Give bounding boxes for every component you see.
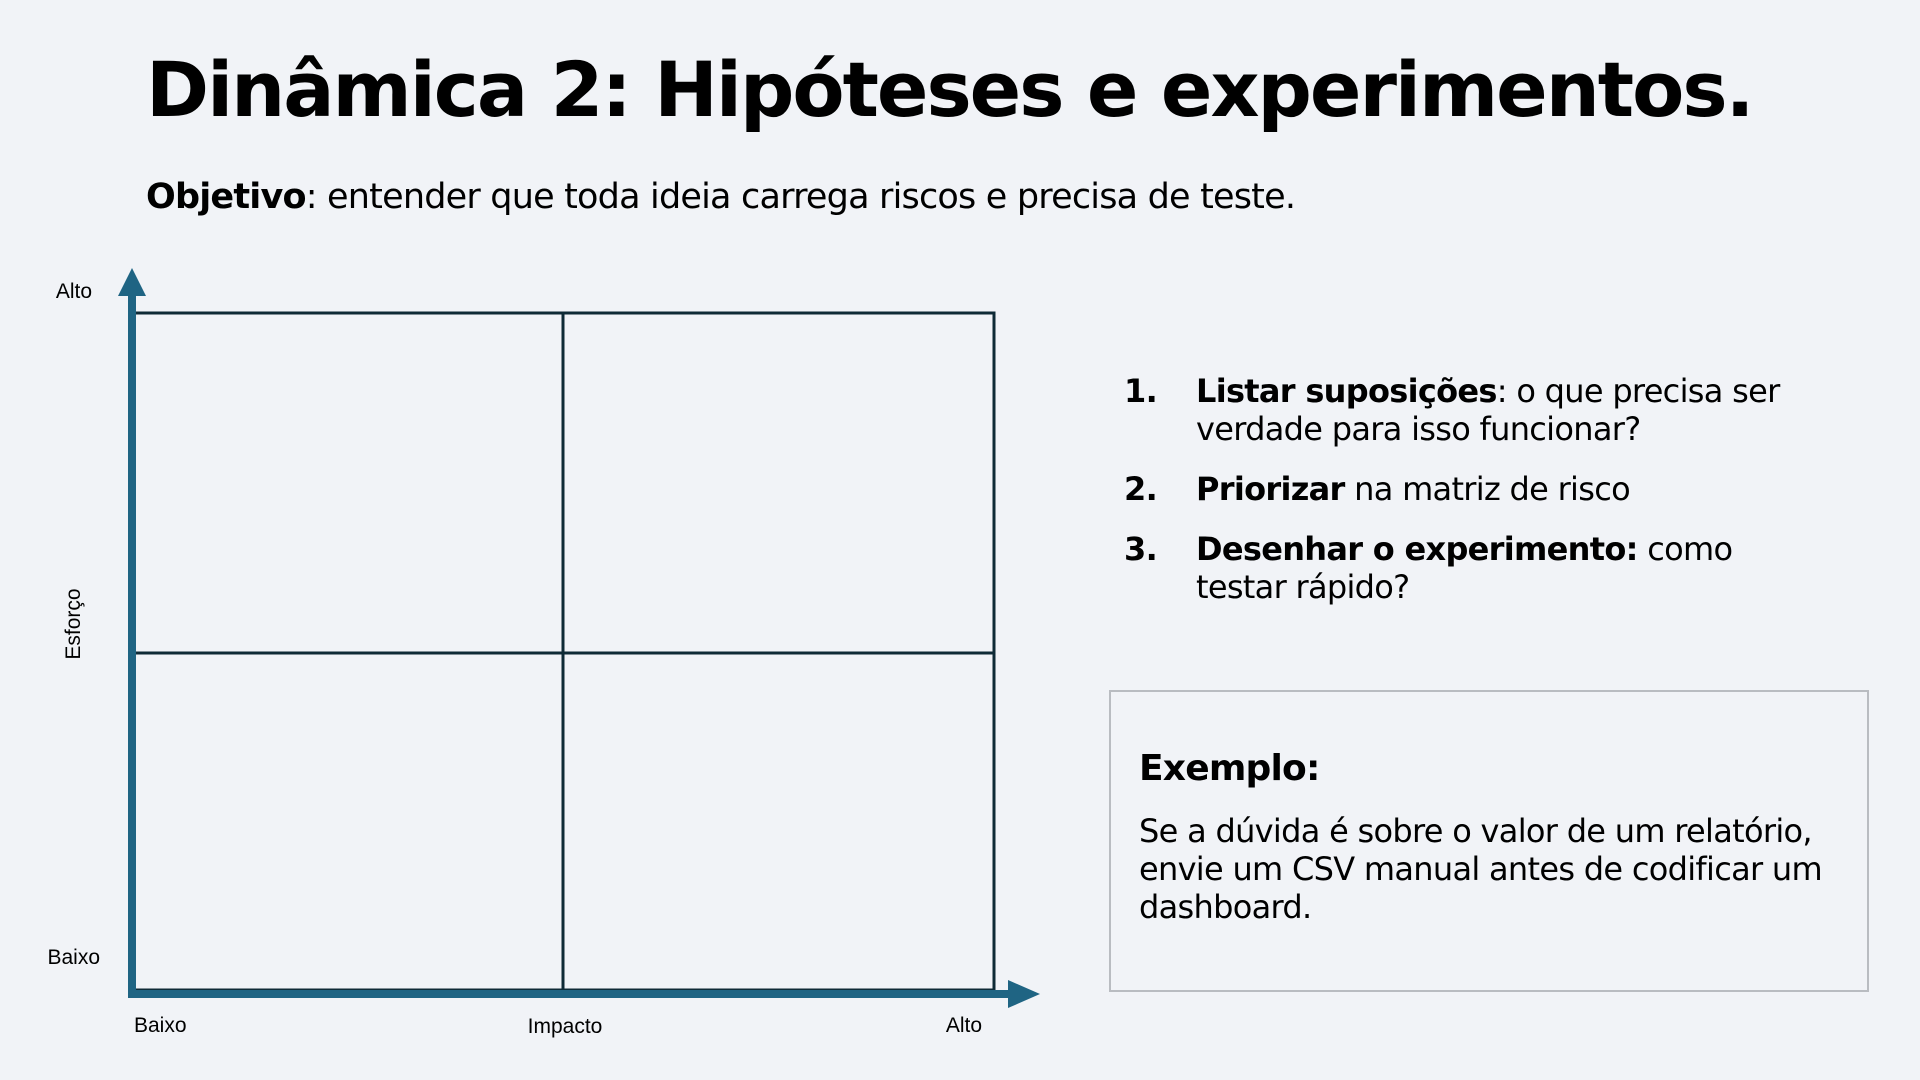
x-axis-high-label: Alto <box>946 1014 982 1037</box>
y-axis-low-label: Baixo <box>47 946 100 969</box>
objective-line: Objetivo: entender que toda ideia carreg… <box>146 176 1296 218</box>
objective-label: Objetivo <box>146 177 307 217</box>
step-number: 1. <box>1124 372 1158 410</box>
step-keyword: Desenhar o experimento: <box>1196 530 1638 568</box>
y-axis-arrowhead <box>118 268 146 296</box>
slide-title: Dinâmica 2: Hipóteses e experimentos. <box>146 45 1754 134</box>
step-number: 3. <box>1124 530 1158 568</box>
step-text: : o que precisa ser verdade para isso fu… <box>1196 372 1780 448</box>
x-axis-low-label: Baixo <box>134 1014 187 1037</box>
example-text: Se a dúvida é sobre o valor de um relató… <box>1139 812 1823 926</box>
y-axis-title: Esforço <box>62 588 85 659</box>
list-item: 3. Desenhar o experimento: como testar rá… <box>1124 530 1824 606</box>
objective-text: : entender que toda ideia carrega riscos… <box>305 177 1296 217</box>
step-keyword: Priorizar <box>1196 470 1345 508</box>
step-number: 2. <box>1124 470 1158 508</box>
step-keyword: Listar suposições <box>1196 372 1497 410</box>
example-box: Exemplo: Se a dúvida é sobre o valor de … <box>1109 690 1869 992</box>
x-axis-title: Impacto <box>528 1015 603 1038</box>
example-title: Exemplo: <box>1139 748 1320 789</box>
step-text: na matriz de risco <box>1344 470 1631 508</box>
list-item: 2. Priorizar na matriz de risco <box>1124 470 1824 508</box>
list-item: 1. Listar suposições: o que precisa ser v… <box>1124 372 1824 448</box>
steps-list: 1. Listar suposições: o que precisa ser v… <box>1124 372 1824 628</box>
step-text: como testar rápido? <box>1196 530 1733 606</box>
x-axis-arrowhead <box>1008 980 1040 1008</box>
y-axis-high-label: Alto <box>56 280 92 303</box>
risk-matrix: Alto Baixo Esforço Baixo Impacto Alto <box>47 268 1040 1038</box>
